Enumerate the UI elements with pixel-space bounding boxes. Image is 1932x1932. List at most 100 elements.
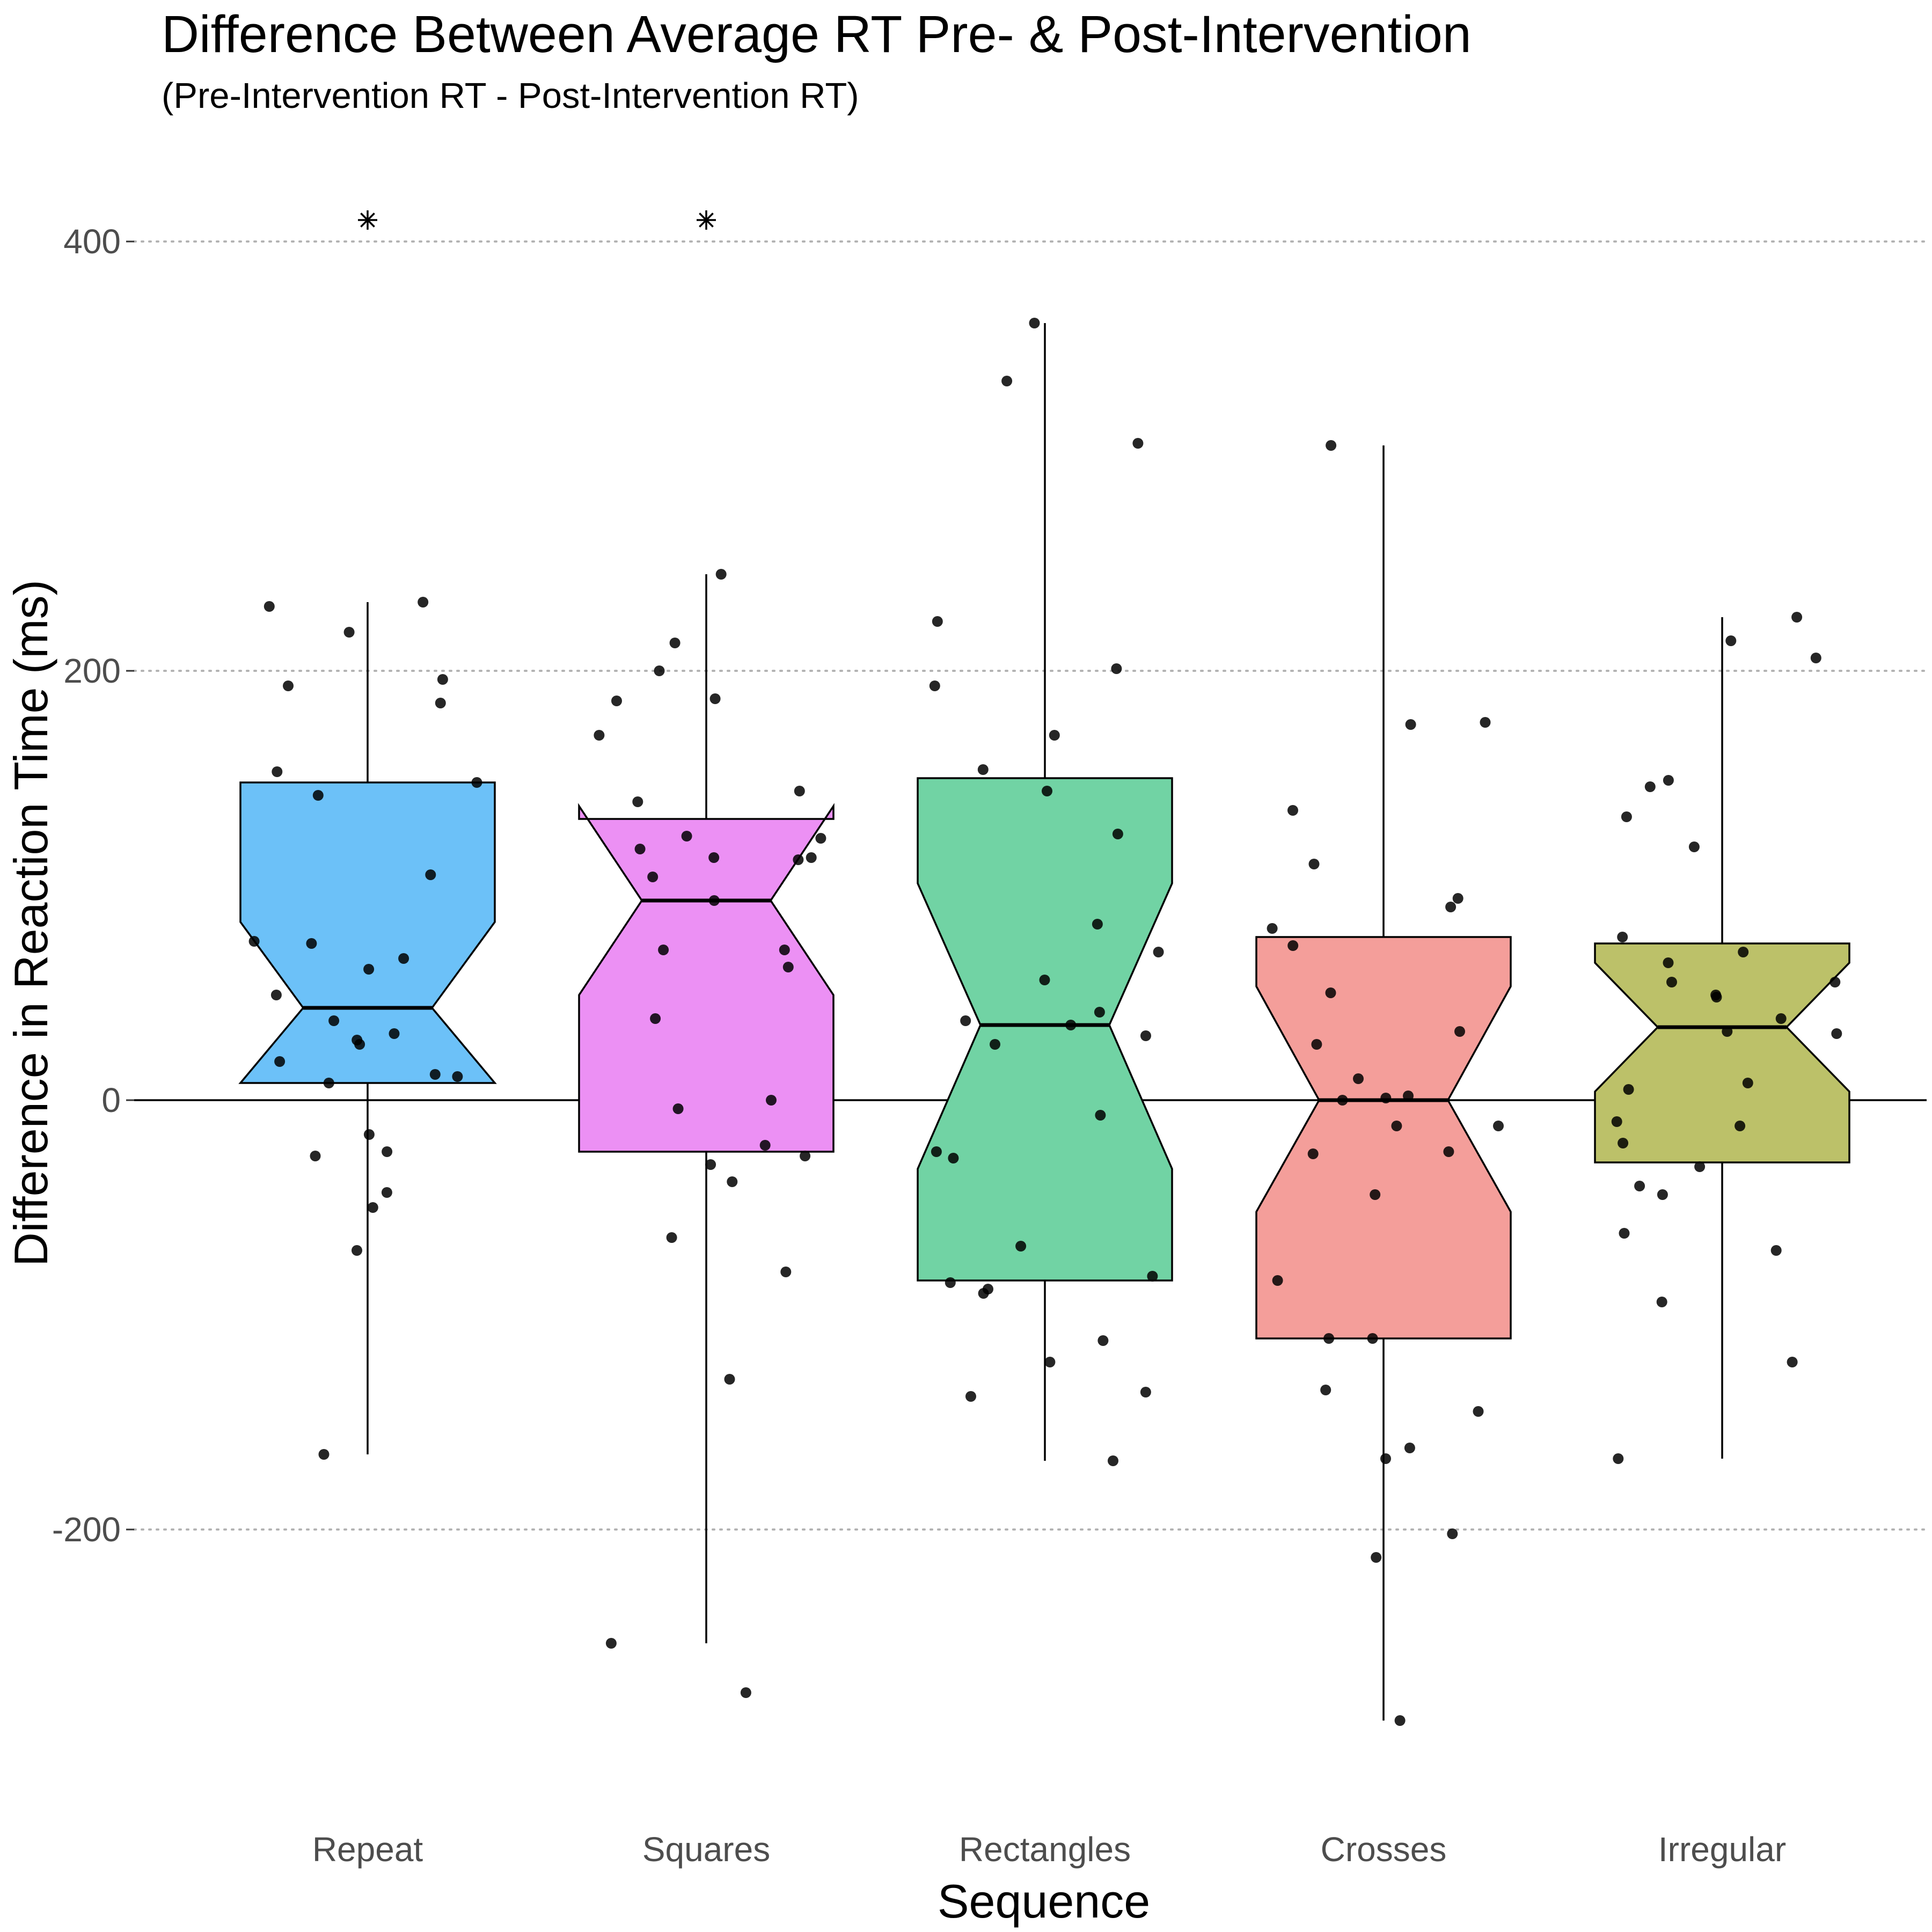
data-point [1656,1297,1667,1307]
data-point [1445,902,1457,912]
data-point [398,953,409,964]
box-rectangles [917,318,1173,1466]
data-point [1307,1148,1319,1159]
data-point [1320,1385,1331,1395]
data-point [1323,1333,1335,1344]
data-point [1711,992,1722,1002]
boxes [238,210,1850,1726]
data-point [727,1176,738,1187]
x-tick-label-rectangles: Rectangles [959,1830,1131,1869]
data-point [666,1232,677,1243]
x-tick-label-squares: Squares [642,1830,770,1869]
data-point [1112,829,1123,839]
x-tick-label-irregular: Irregular [1658,1830,1786,1869]
data-point [1404,1443,1415,1453]
data-point [1452,893,1463,904]
box-irregular [1594,612,1850,1464]
data-point [418,597,429,608]
data-point [1791,612,1803,623]
data-point [669,638,680,648]
data-point [965,1391,976,1402]
box-squares [578,210,835,1698]
chart-title: Difference Between Average RT Pre- & Pos… [162,5,1472,63]
data-point [1617,932,1628,942]
data-point [1371,1552,1382,1563]
data-point [437,674,448,685]
data-point [632,796,643,807]
data-point [1688,841,1700,852]
y-axis-title: Difference in Reaction Time (ms) [4,580,57,1267]
data-point [354,1039,365,1050]
data-point [1770,1245,1782,1256]
data-point [1623,1084,1634,1095]
data-point [806,852,817,863]
data-point [1370,1189,1381,1200]
data-point [1742,1078,1753,1088]
data-point [650,1013,661,1024]
x-tick-label-repeat: Repeat [312,1830,423,1869]
data-point [1493,1121,1504,1131]
data-point [1267,923,1278,934]
data-point [1287,805,1298,816]
data-point [634,844,646,854]
data-point [264,601,275,612]
data-point [1787,1357,1798,1367]
data-point [766,1095,777,1106]
y-tick-label-0: 0 [101,1081,121,1119]
data-point [429,1069,441,1080]
data-point [425,869,436,880]
data-point [1337,1095,1348,1106]
data-point [1272,1275,1283,1286]
data-point [1094,1007,1105,1018]
data-point [708,852,720,863]
data-point [1831,1028,1842,1039]
box-body [578,803,835,1153]
data-point [948,1153,959,1163]
data-point [283,680,294,691]
data-point [1001,376,1013,386]
x-tick-label-crosses: Crosses [1321,1830,1447,1869]
data-point [306,938,317,949]
data-point [1473,1406,1484,1417]
data-point [1454,1026,1465,1037]
data-point [363,964,375,975]
data-point [1353,1073,1364,1084]
data-point [1095,1110,1106,1121]
data-point [1097,1335,1109,1346]
data-point [328,1015,340,1026]
data-point [1140,1387,1151,1397]
data-point [594,730,605,741]
data-point [310,1151,321,1161]
data-point [1722,1026,1733,1037]
data-point [382,1146,393,1157]
data-point [1140,1030,1151,1041]
data-point [759,1140,771,1151]
data-point [272,766,283,777]
y-axis-ticks: -200 0 200 400 [52,222,134,1549]
data-point [1147,1271,1158,1282]
data-point [1443,1146,1454,1157]
box-body [1255,936,1512,1340]
data-point [381,1187,392,1198]
data-point [274,1056,286,1067]
data-point [1311,1039,1322,1050]
data-point [323,1078,334,1088]
data-point [705,1159,716,1170]
data-point [681,831,692,841]
data-point [1611,1116,1622,1127]
data-point [318,1449,330,1460]
data-point [1039,975,1050,985]
data-point [780,1267,792,1277]
data-point [1618,1138,1629,1148]
data-point [1405,719,1416,730]
data-point [1380,1453,1391,1464]
x-axis-ticks: Repeat Squares Rectangles Crosses Irregular [312,1830,1786,1869]
data-point [724,1374,735,1385]
data-point [1029,318,1040,328]
data-point [1666,977,1677,987]
data-point [1403,1091,1414,1101]
data-point [1111,663,1122,674]
data-point [1391,1121,1402,1131]
data-point [1153,947,1164,957]
y-tick-label-200: 200 [63,652,121,690]
